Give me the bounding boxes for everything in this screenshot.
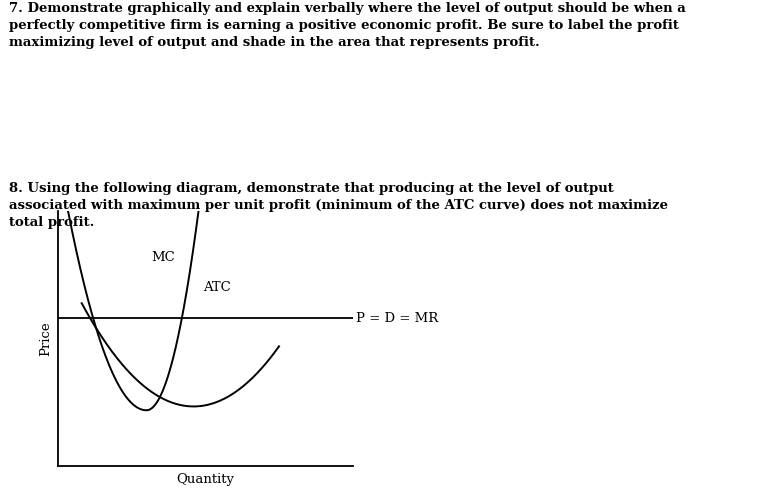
Text: ATC: ATC bbox=[203, 281, 231, 294]
Text: P = D = MR: P = D = MR bbox=[356, 312, 439, 325]
Y-axis label: Price: Price bbox=[40, 322, 53, 356]
Text: MC: MC bbox=[151, 250, 174, 264]
X-axis label: Quantity: Quantity bbox=[177, 473, 234, 487]
Text: 8. Using the following diagram, demonstrate that producing at the level of outpu: 8. Using the following diagram, demonstr… bbox=[9, 182, 668, 229]
Text: 7. Demonstrate graphically and explain verbally where the level of output should: 7. Demonstrate graphically and explain v… bbox=[9, 2, 686, 50]
